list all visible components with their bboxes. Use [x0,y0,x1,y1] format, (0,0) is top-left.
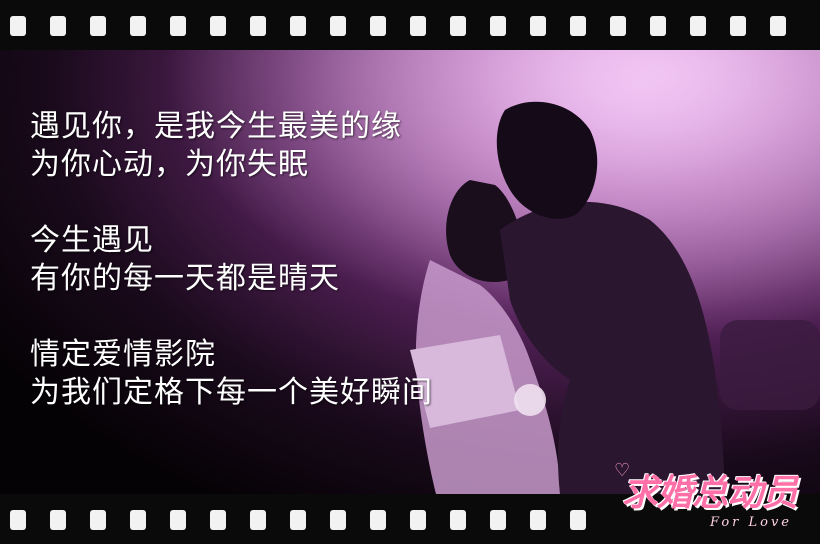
sprocket-hole [50,16,66,36]
sprocket-hole [130,16,146,36]
logo-title: 求婚总动员 [622,472,798,514]
sprocket-hole [290,510,306,530]
sprocket-hole [410,16,426,36]
sprocket-hole [450,510,466,530]
sprocket-hole [610,16,626,36]
man-head [496,101,598,219]
theater-seat [720,320,820,410]
sprocket-hole [170,510,186,530]
poem-caption: 遇见你，是我今生最美的缘 为你心动，为你失眠 今生遇见 有你的每一天都是晴天 情… [30,108,433,450]
sprocket-hole [490,16,506,36]
sprocket-hole [330,510,346,530]
sprocket-hole [730,16,746,36]
poem-stanza: 今生遇见 有你的每一天都是晴天 [30,222,433,298]
sprocket-hole [170,16,186,36]
sprocket-hole [130,510,146,530]
sprocket-hole [570,16,586,36]
sprocket-hole [250,510,266,530]
sprocket-hole [370,16,386,36]
sprocket-hole [50,510,66,530]
sprocket-hole [530,16,546,36]
sprocket-hole [250,16,266,36]
film-strip-top [0,0,820,50]
poem-stanza: 情定爱情影院 为我们定格下每一个美好瞬间 [30,336,433,412]
poem-line: 有你的每一天都是晴天 [30,261,340,296]
sprocket-hole [290,16,306,36]
ring-box [514,384,546,416]
gift-book [410,335,520,428]
sprocket-holes-top [10,16,820,36]
sprocket-hole [450,16,466,36]
heart-icon: ♡ [614,460,631,481]
sprocket-holes-bottom [10,510,820,530]
poem-line: 遇见你，是我今生最美的缘 [30,109,402,144]
logo-subtitle: For Love [710,515,792,530]
sprocket-hole [90,16,106,36]
sprocket-hole [370,510,386,530]
poem-line: 情定爱情影院 [30,337,216,372]
sprocket-hole [330,16,346,36]
sprocket-hole [90,510,106,530]
poem-line: 为你心动，为你失眠 [30,147,309,182]
sprocket-hole [690,16,706,36]
sprocket-hole [770,16,786,36]
brand-logo: ♡ 求婚总动员 For Love [614,460,804,534]
film-strip-bottom [0,494,820,544]
sprocket-hole [410,510,426,530]
sprocket-hole [570,510,586,530]
sprocket-hole [530,510,546,530]
sprocket-hole [10,510,26,530]
photo-scene: 遇见你，是我今生最美的缘 为你心动，为你失眠 今生遇见 有你的每一天都是晴天 情… [0,50,820,494]
sprocket-hole [210,510,226,530]
sprocket-hole [10,16,26,36]
man-figure [500,201,725,494]
couple-silhouette [0,50,820,494]
poem-stanza: 遇见你，是我今生最美的缘 为你心动，为你失眠 [30,108,433,184]
poem-line: 今生遇见 [30,223,154,258]
sprocket-hole [210,16,226,36]
poem-line: 为我们定格下每一个美好瞬间 [30,375,433,410]
sprocket-hole [650,16,666,36]
sprocket-hole [490,510,506,530]
